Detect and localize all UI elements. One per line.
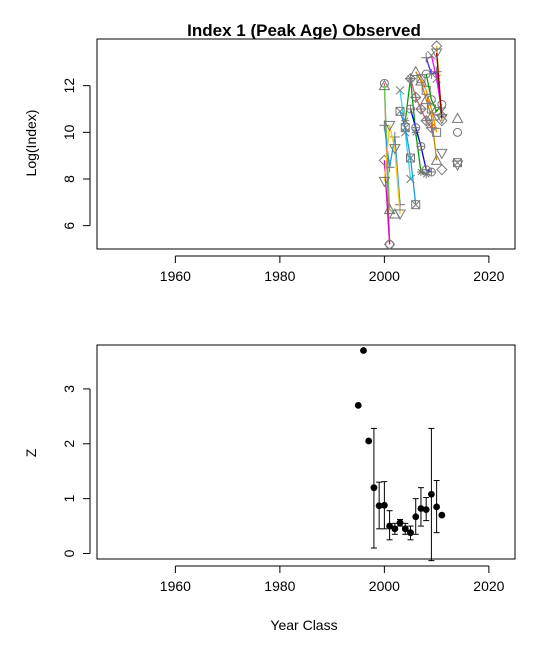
data-point-marker	[388, 144, 401, 155]
data-point-marker	[430, 40, 443, 52]
data-point	[412, 513, 420, 521]
data-point-marker	[406, 153, 415, 163]
data-point-marker	[378, 79, 391, 91]
data-point-marker	[378, 154, 391, 167]
chart-2-x-tick-label: 1960	[160, 578, 191, 594]
data-point-marker	[383, 238, 396, 251]
chart-2-y-tick-label: 2	[61, 440, 77, 448]
chart-2-plot-frame	[96, 344, 516, 560]
data-point	[396, 519, 404, 527]
data-point-marker	[420, 114, 432, 127]
chart-1-x-tick-label: 1960	[160, 268, 191, 284]
data-point-marker	[430, 154, 443, 165]
data-point-marker	[411, 200, 421, 210]
data-point-marker	[426, 69, 437, 79]
data-point-marker	[410, 91, 422, 104]
data-point	[417, 505, 425, 512]
data-point	[380, 501, 388, 509]
data-point-marker	[421, 165, 431, 175]
data-point-marker	[378, 176, 391, 188]
series-line	[415, 71, 438, 161]
series-line	[383, 125, 401, 205]
chart-1-ylabel: Log(Index)	[23, 110, 39, 177]
chart-2-y-tick-label: 1	[61, 495, 77, 503]
chart-2-xlabel: Year Class	[270, 617, 337, 633]
chart-1-x-tick-label: 1980	[264, 268, 295, 284]
data-point	[354, 401, 362, 409]
data-point-marker	[451, 160, 464, 172]
data-point-marker	[430, 48, 443, 60]
chart-2-x-tick-label: 1980	[264, 578, 295, 594]
data-point-marker	[395, 106, 405, 116]
data-point	[370, 484, 378, 492]
data-point-marker	[415, 103, 427, 115]
chart-2-panel: 1960 1980 2000 2020 0 1 2 3	[61, 344, 516, 594]
data-point-marker	[436, 163, 448, 176]
data-point-marker	[453, 127, 463, 137]
chart-1-title: Index 1 (Peak Age) Observed	[187, 21, 421, 40]
data-point	[375, 502, 383, 510]
data-point	[422, 506, 430, 514]
data-point	[401, 525, 409, 533]
chart-1-y-tick-label: 8	[61, 175, 77, 183]
data-point-marker	[426, 95, 436, 105]
data-point	[433, 503, 441, 511]
data-point	[438, 511, 446, 519]
data-point-marker	[436, 113, 448, 125]
chart-2-x-tick-label: 2020	[473, 578, 504, 594]
data-point	[407, 529, 414, 537]
chart-1-panel: 1960 1980 2000 2020 6 8 10 12	[61, 38, 516, 284]
chart-1-plot-frame	[96, 38, 516, 250]
data-point	[365, 437, 373, 445]
data-point-marker	[436, 114, 448, 127]
data-point-marker	[431, 66, 442, 77]
data-point	[428, 490, 435, 498]
data-point-marker	[401, 116, 410, 125]
data-point-marker	[383, 120, 396, 132]
series-line	[420, 78, 438, 133]
series-line	[383, 125, 401, 215]
data-point-marker	[395, 85, 405, 95]
data-point	[386, 522, 393, 530]
data-point-marker	[389, 132, 400, 142]
chart-2-y-tick-label: 3	[61, 385, 77, 393]
data-point-marker	[421, 85, 431, 95]
data-point-marker	[379, 120, 390, 131]
data-point	[391, 525, 399, 533]
chart-1-y-tick-label: 10	[61, 124, 77, 140]
chart-2-ylabel: Z	[23, 448, 39, 457]
data-point-marker	[411, 123, 421, 133]
chart-1-y-tick-label: 12	[61, 78, 77, 94]
data-point-marker	[432, 127, 442, 137]
data-point-marker	[425, 109, 438, 121]
chart-1-y-tick-label: 6	[61, 222, 77, 230]
data-point-marker	[409, 65, 422, 77]
data-point	[360, 347, 367, 354]
series-line	[435, 52, 443, 119]
data-point-marker	[394, 209, 406, 221]
data-point-marker	[451, 112, 464, 123]
chart-2-y-tick-label: 0	[61, 549, 77, 557]
data-point-marker	[426, 167, 436, 177]
data-point-marker	[436, 148, 448, 160]
chart-1-x-tick-label: 2000	[369, 268, 400, 284]
data-point-marker	[416, 74, 426, 84]
series-line	[399, 111, 417, 205]
chart-2-x-tick-label: 2000	[369, 578, 400, 594]
data-point-marker	[416, 141, 426, 151]
data-point-marker	[415, 74, 427, 86]
data-point-marker	[406, 104, 415, 114]
chart-1-x-tick-label: 2020	[473, 268, 504, 284]
